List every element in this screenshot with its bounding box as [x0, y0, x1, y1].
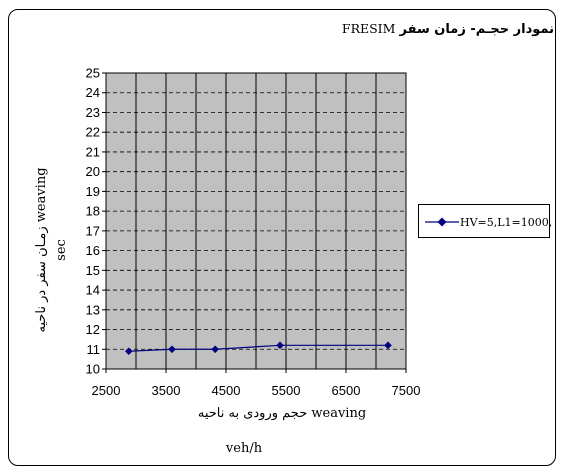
data-point: [125, 347, 133, 356]
x-tick-label: 2500: [92, 383, 121, 398]
y-tick-label: 10: [86, 362, 100, 377]
y-tick-label: 17: [86, 223, 100, 238]
y-tick-label: 25: [86, 66, 100, 81]
series-layer: [125, 341, 392, 356]
chart-frame: [8, 9, 556, 466]
x-tick-label: 5500: [272, 383, 301, 398]
y-tick-label: 20: [86, 164, 100, 179]
grid-lines: [102, 72, 407, 373]
y-tick-labels: 10 11 12 13 14 15 16 17 18 19 20 21 22 23 24 25: [86, 66, 100, 377]
y-tick-label: 15: [86, 263, 100, 278]
data-point: [384, 341, 392, 350]
y-tick-label: 21: [86, 144, 100, 159]
y-axis-label: زمـان سفر در ناحیه weaving: [34, 167, 49, 332]
y-tick-label: 14: [86, 283, 100, 298]
y-tick-label: 13: [86, 302, 100, 317]
chart-title-english: FRESIM: [341, 21, 396, 36]
chart-title: نمودار حجـم- زمان سفر FRESIM: [342, 21, 554, 37]
data-point: [211, 345, 219, 354]
chart-title-persian: نمودار حجـم- زمان سفر: [399, 22, 554, 37]
x-tick-label: 3500: [152, 383, 181, 398]
x-tick-label: 7500: [392, 383, 421, 398]
y-axis-unit: sec: [54, 239, 69, 261]
x-axis-label: حجم ورودی به ناحیه weaving: [198, 406, 366, 421]
data-point: [276, 341, 284, 350]
y-tick-label: 12: [86, 322, 100, 337]
legend-entry: HV=5,L1=1000,Vi: [460, 216, 551, 229]
y-tick-label: 23: [86, 105, 100, 120]
y-tick-label: 16: [86, 243, 100, 258]
y-tick-label: 19: [86, 184, 100, 199]
x-tick-label: 6500: [332, 383, 361, 398]
data-point: [168, 345, 176, 354]
legend-marker-diamond-icon: [437, 217, 447, 227]
x-tick-label: 4500: [212, 383, 241, 398]
y-tick-label: 22: [86, 125, 100, 140]
legend: HV=5,L1=1000,Vi: [418, 204, 551, 238]
y-tick-label: 24: [86, 85, 100, 100]
x-axis-unit: veh/h: [225, 441, 263, 456]
y-axis-label-group: زمـان سفر در ناحیه weaving sec: [34, 167, 69, 332]
x-tick-labels: 2500 3500 4500 5500 6500 7500: [92, 383, 421, 398]
y-tick-label: 11: [87, 342, 101, 357]
y-tick-label: 18: [86, 204, 100, 219]
